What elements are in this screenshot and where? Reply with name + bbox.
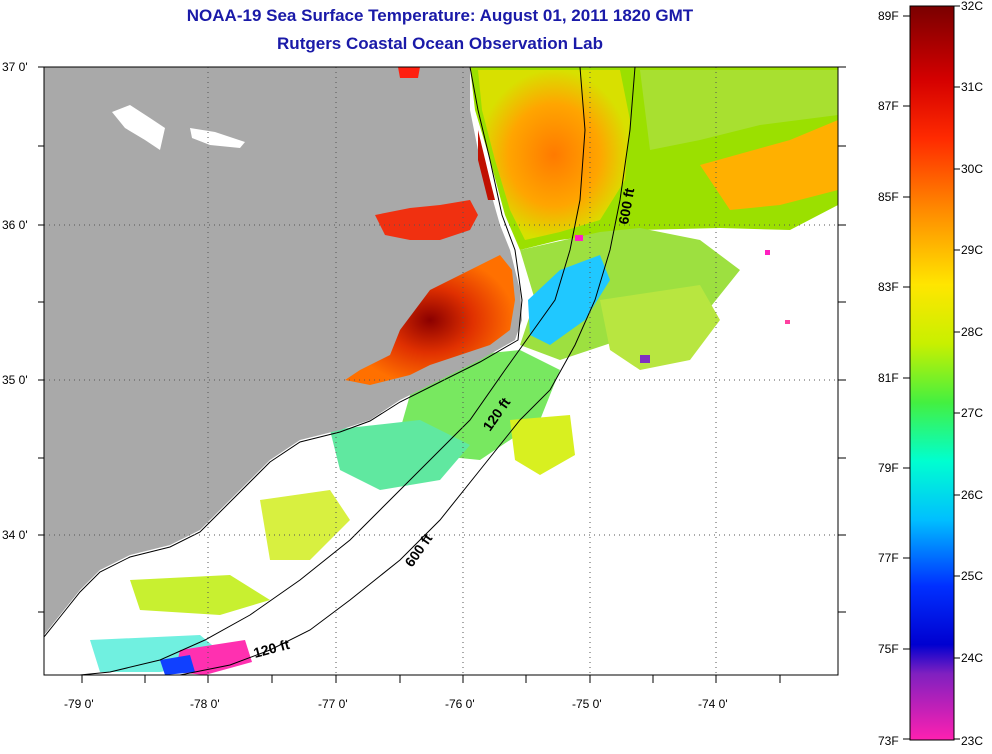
cbar-f-79: 79F [878,461,899,475]
cbar-f-73: 73F [878,734,899,748]
contour-120ft [79,67,586,675]
map-frame [43,66,839,676]
pamlico-sound [345,255,515,385]
lon-label-79: -79 0' [64,697,94,711]
cbar-c-28: 28C [961,325,983,339]
cbar-c-27: 27C [961,406,983,420]
albemarle-sound [375,200,478,240]
contour-label-600-north: 600 ft [615,186,637,225]
cbar-c-29: 29C [961,243,983,257]
sst-field [90,67,838,675]
cbar-c-30: 30C [961,162,983,176]
land [44,67,522,635]
cbar-c-32: 32C [961,0,983,13]
tick-marks [38,66,846,683]
map-title: NOAA-19 Sea Surface Temperature: August … [186,6,694,25]
lat-label-34: 34 0' [2,528,28,542]
lon-label-75: -75 0' [572,697,602,711]
lat-label-37: 37 0' [2,60,28,74]
lon-label-74: -74 0' [698,697,728,711]
cbar-f-85: 85F [878,190,899,204]
cbar-f-81: 81F [878,371,899,385]
cbar-c-26: 26C [961,488,983,502]
cbar-c-24: 24C [961,651,983,665]
cbar-f-87: 87F [878,99,899,113]
cbar-f-83: 83F [878,280,899,294]
lat-label-35: 35 0' [2,373,28,387]
lat-label-36: 36 0' [2,218,28,232]
map-subtitle: Rutgers Coastal Ocean Observation Lab [277,34,603,53]
colorbar [909,5,955,741]
cbar-c-25: 25C [961,569,983,583]
lon-label-76: -76 0' [445,697,475,711]
lon-label-77: -77 0' [318,697,348,711]
cbar-c-31: 31C [961,80,983,94]
cbar-f-77: 77F [878,551,899,565]
contour-600ft [179,67,636,675]
cbar-f-89: 89F [878,9,899,23]
cbar-f-75: 75F [878,642,899,656]
colorbar-ticks [903,5,960,740]
lon-label-78: -78 0' [190,697,220,711]
cbar-c-23: 23C [961,734,983,748]
